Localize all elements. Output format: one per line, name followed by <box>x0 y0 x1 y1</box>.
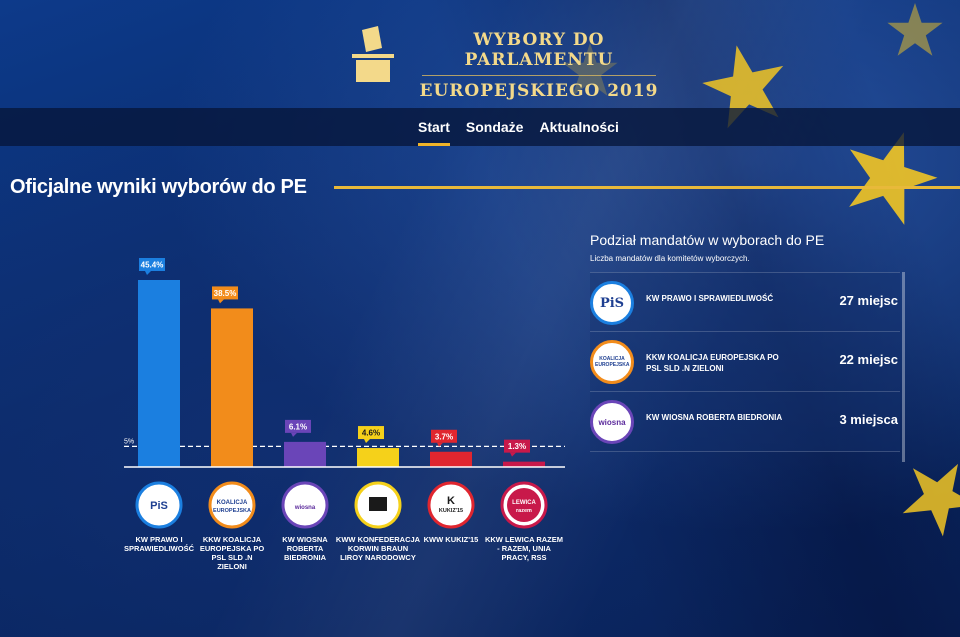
seat-count: 22 miejsc <box>839 352 898 367</box>
bar-value-badge <box>504 439 530 453</box>
threshold-label: 5% <box>124 438 134 445</box>
nav-item-sondaze[interactable]: Sondaże <box>465 119 524 135</box>
site-title-line1: WYBORY DO PARLAMENTU <box>464 30 614 70</box>
section-title-rule <box>334 186 960 189</box>
seat-party-name: KW WIOSNA ROBERTA BIEDRONIA <box>646 413 783 422</box>
bar-1 <box>211 308 253 467</box>
eu-star-icon <box>562 43 618 96</box>
seats-panel: Podział mandatów w wyborach do PE Liczba… <box>590 232 906 452</box>
party-logo-text2: KUKIZ'15 <box>439 508 463 514</box>
eu-star-icon <box>702 45 784 129</box>
category-label: KWW KONFEDERACJA <box>336 535 421 544</box>
party-logo-text2: EUROPEJSKA <box>213 508 251 514</box>
eu-star-icon <box>902 463 960 537</box>
category-label: KKW KOALICJA <box>203 535 262 544</box>
pis-logo-text: PiS <box>599 295 625 311</box>
koalicja-logo-text: KOALICJA EUROPEJSKA <box>595 356 630 368</box>
main-nav: Start Sondaże Aktualności <box>0 108 960 146</box>
bar-value-badge <box>212 286 238 300</box>
party-logo-4 <box>427 481 475 529</box>
nav-item-start[interactable]: Start <box>418 108 450 146</box>
bar-0 <box>138 280 180 467</box>
seat-row[interactable]: KOALICJA EUROPEJSKA KKW KOALICJA EUROPEJ… <box>590 332 900 392</box>
site-title[interactable]: WYBORY DO PARLAMENTU EUROPEJSKIEGO 2019 <box>404 30 674 101</box>
category-label: LIROY NARODOWCY <box>340 553 416 562</box>
lewica-logo-fill <box>507 488 541 522</box>
seats-panel-title: Podział mandatów w wyborach do PE <box>590 232 825 248</box>
bar-5 <box>503 461 545 467</box>
pis-logo-icon: PiS <box>590 281 634 325</box>
category-label: KORWIN BRAUN <box>348 544 408 553</box>
seat-row[interactable]: PiS KW PRAWO I SPRAWIEDLIWOŚĆ 27 miejsc <box>590 272 900 332</box>
site-header: WYBORY DO PARLAMENTU EUROPEJSKIEGO 2019 <box>0 0 960 108</box>
eu-star-icon <box>887 3 943 56</box>
bar-4 <box>430 451 472 467</box>
category-label: KW PRAWO I <box>135 535 182 544</box>
seat-count: 3 miejsca <box>839 412 898 427</box>
bar-value-label: 4.6% <box>362 429 380 438</box>
category-label: EUROPEJSKA PO <box>200 544 264 553</box>
wiosna-logo-text: wiosna <box>598 417 626 427</box>
category-label: PRACY, RSS <box>501 553 546 562</box>
category-label: PSL SLD .N <box>211 553 252 562</box>
bar-value-badge <box>285 419 311 433</box>
party-logo-text: KOALICJA <box>217 500 248 506</box>
bar-value-badge-pointer <box>218 299 224 304</box>
bar-value-badge <box>358 426 384 440</box>
bar-value-label: 45.4% <box>141 261 164 270</box>
site-title-line2: EUROPEJSKIEGO 2019 <box>419 81 659 101</box>
seat-row[interactable]: wiosna KW WIOSNA ROBERTA BIEDRONIA 3 mie… <box>590 392 900 452</box>
party-logo-text: K <box>447 495 455 507</box>
bar-value-badge <box>139 258 165 271</box>
bar-value-badge-pointer <box>145 271 151 275</box>
bar-value-badge-pointer <box>291 432 297 437</box>
nav-items: Start Sondaże Aktualności <box>418 108 619 146</box>
ballot-box-icon <box>352 26 394 82</box>
party-logo-0 <box>135 481 183 529</box>
bar-3 <box>357 448 399 467</box>
party-logo-text: wiosna <box>294 505 316 511</box>
party-logo-text2: razem <box>516 508 532 514</box>
category-label: SPRAWIEDLIWOŚĆ <box>124 544 195 553</box>
category-label: ZIELONI <box>217 562 247 571</box>
bar-value-badge <box>431 429 457 443</box>
seat-party-name: KW PRAWO I SPRAWIEDLIWOŚĆ <box>646 294 774 303</box>
wiosna-logo-icon: wiosna <box>590 400 634 444</box>
title-divider <box>422 75 656 76</box>
party-logo-1 <box>208 481 256 529</box>
seats-list: PiS KW PRAWO I SPRAWIEDLIWOŚĆ 27 miejsc … <box>590 272 900 452</box>
seat-count: 27 miejsc <box>839 293 898 308</box>
bar-value-label: 3.7% <box>435 432 453 441</box>
bar-value-label: 1.3% <box>508 442 526 451</box>
bar-value-label: 6.1% <box>289 422 307 431</box>
category-label: ROBERTA <box>287 544 324 553</box>
category-label: KW WIOSNA <box>282 535 328 544</box>
bar-value-label: 38.5% <box>214 289 237 298</box>
section-title: Oficjalne wyniki wyborów do PE <box>10 176 307 198</box>
bar-value-badge-pointer <box>437 442 443 447</box>
party-logo-text: PiS <box>150 500 168 512</box>
category-label: BIEDRONIA <box>284 553 327 562</box>
seats-panel-subtitle: Liczba mandatów dla komitetów wyborczych… <box>590 254 750 263</box>
bar-value-badge-pointer <box>364 439 370 444</box>
koalicja-logo-icon: KOALICJA EUROPEJSKA <box>590 340 634 384</box>
konfederacja-logo-mark <box>369 497 387 511</box>
eu-star-icon <box>849 132 938 225</box>
seats-scrollbar[interactable] <box>902 272 905 462</box>
category-label: KKW LEWICA RAZEM <box>485 535 563 544</box>
bar-2 <box>284 441 326 467</box>
seat-party-name: KKW KOALICJA EUROPEJSKA PO PSL SLD .N ZI… <box>646 353 779 373</box>
nav-item-aktualnosci[interactable]: Aktualności <box>539 119 619 135</box>
category-label: KWW KUKIZ'15 <box>424 535 479 544</box>
party-logo-2 <box>281 481 329 529</box>
party-logo-text: LEWICA <box>512 500 536 506</box>
bar-value-badge-pointer <box>510 452 516 457</box>
category-label: - RAZEM, UNIA <box>497 544 551 553</box>
